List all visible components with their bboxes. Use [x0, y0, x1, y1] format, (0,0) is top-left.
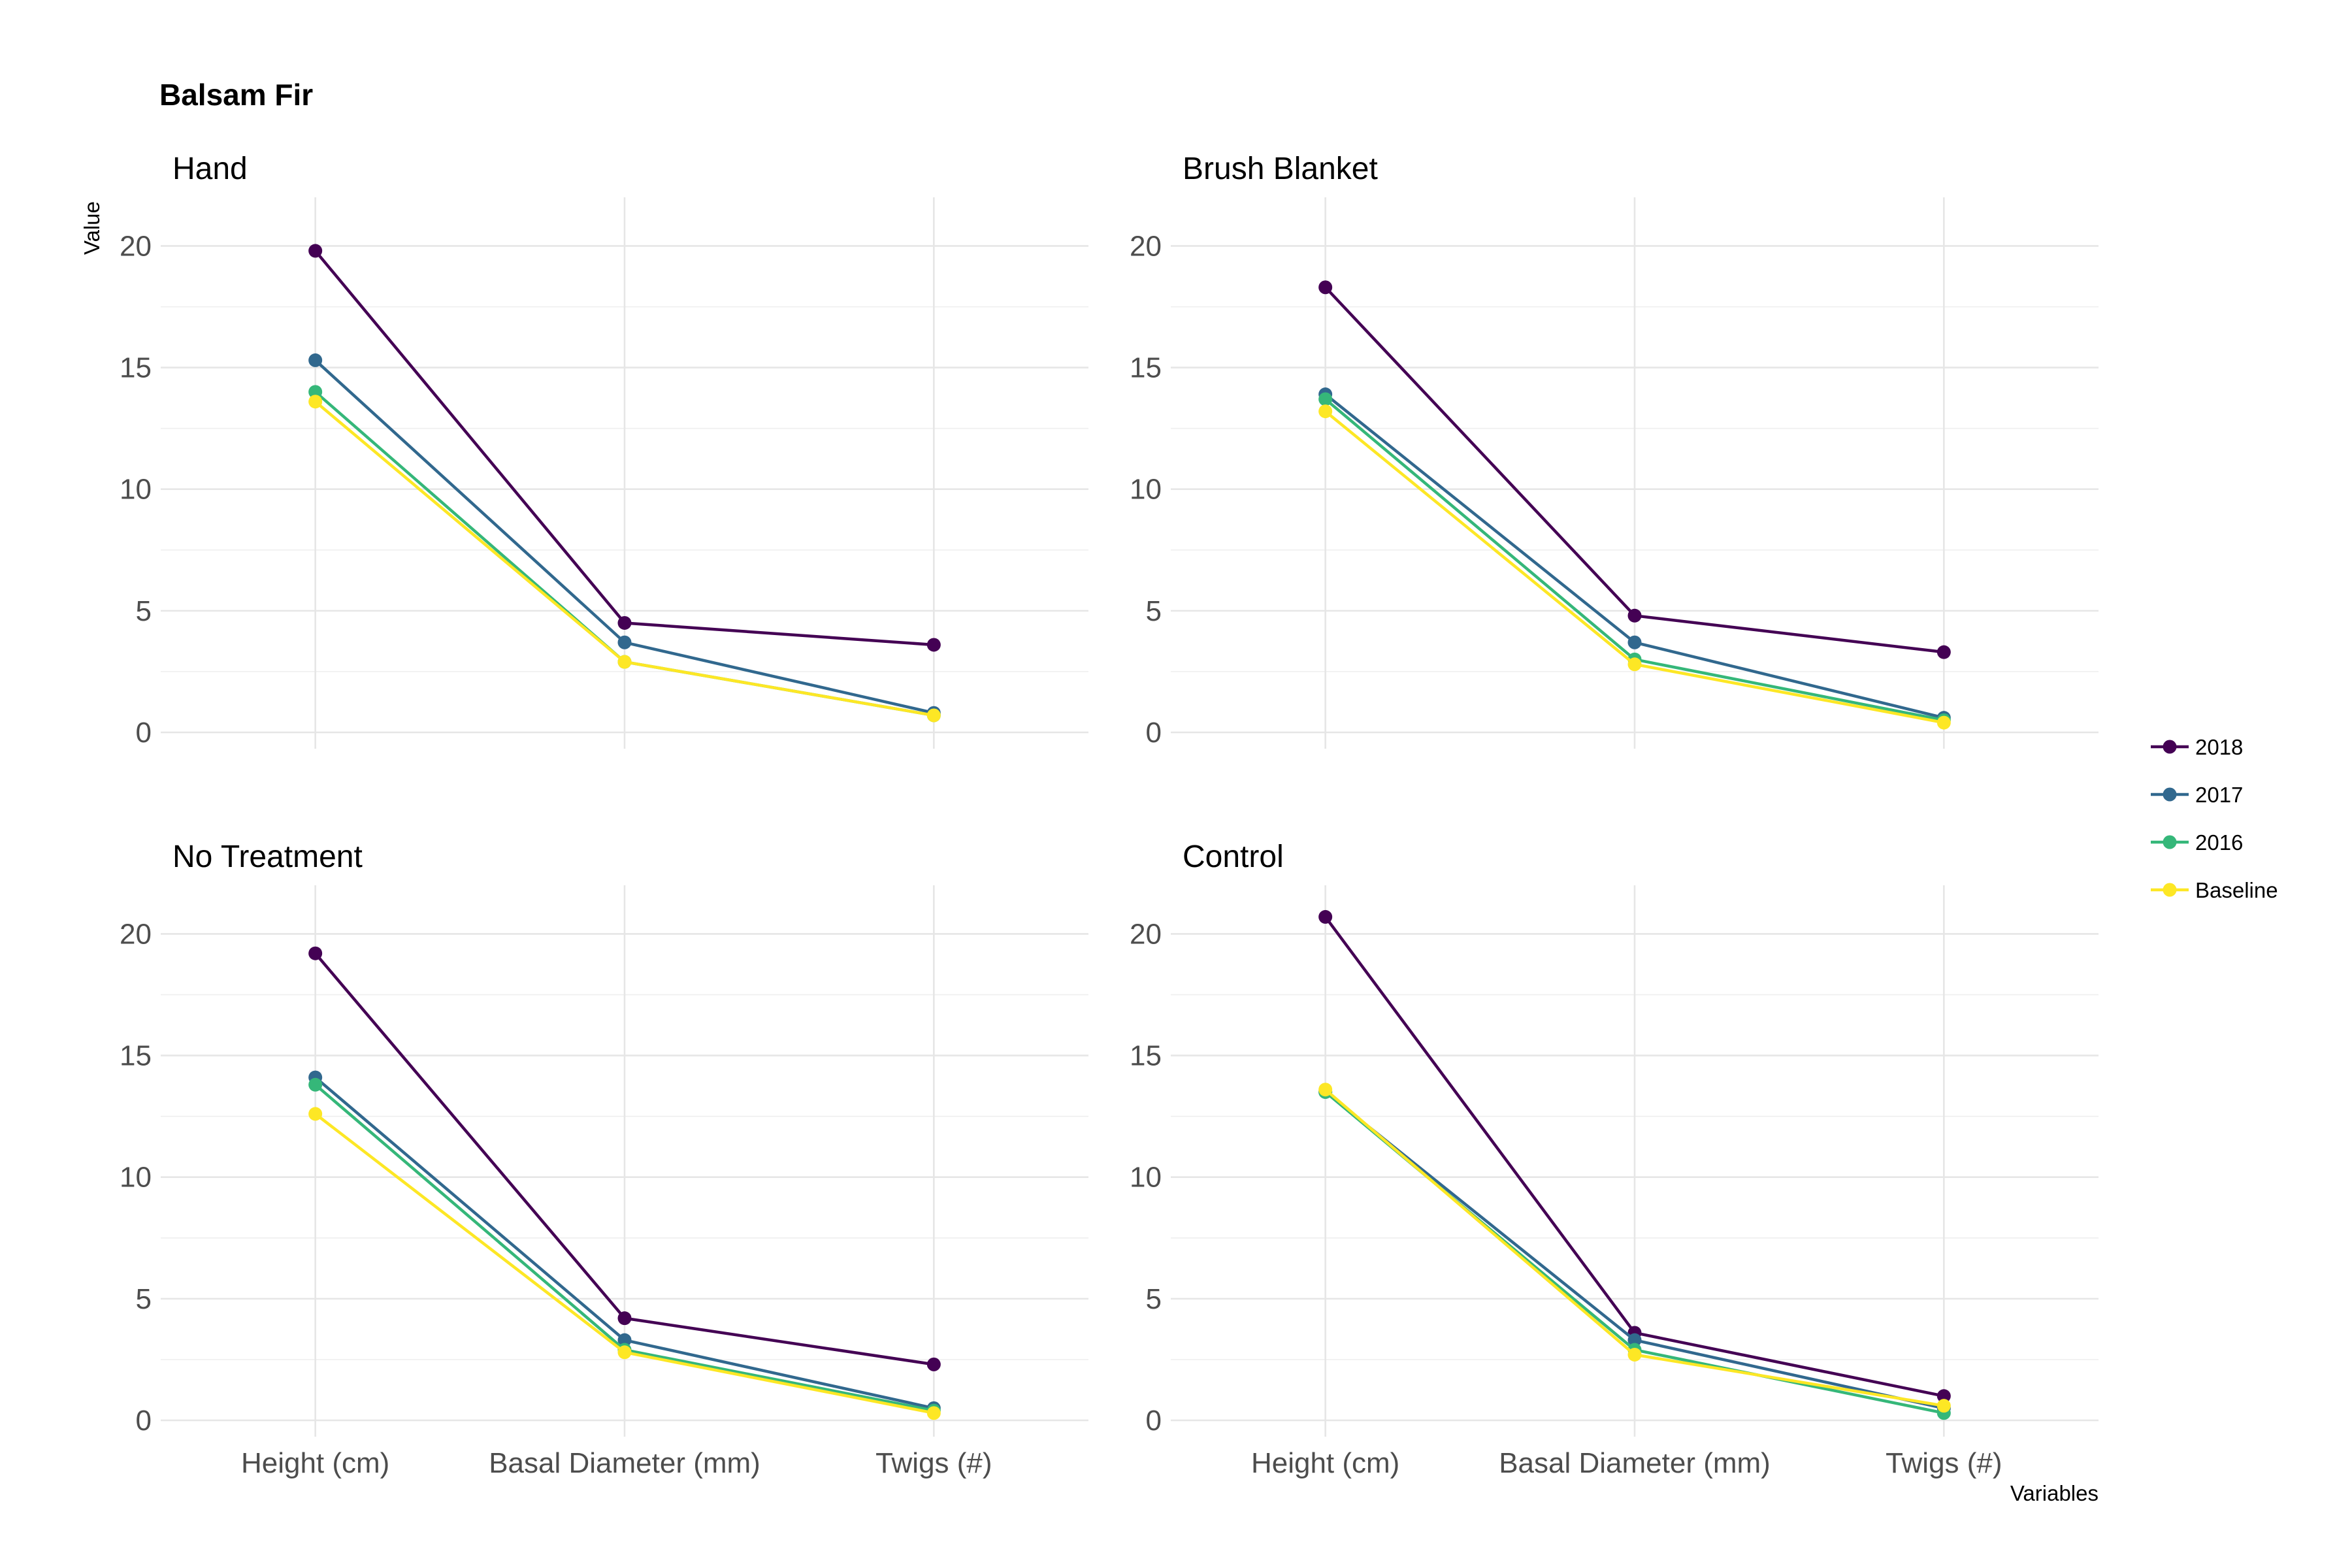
- x-tick-label: Height (cm): [1251, 1447, 1399, 1479]
- y-tick-label: 15: [120, 1040, 152, 1072]
- y-tick-label: 5: [136, 1283, 152, 1315]
- panel-title: Control: [1183, 840, 1284, 874]
- data-point-2018: [1936, 645, 1951, 659]
- data-point-2018: [308, 244, 323, 258]
- data-point-baseline: [926, 708, 941, 723]
- data-point-2018: [926, 1357, 941, 1371]
- legend-item-2017: 2017: [2151, 783, 2243, 807]
- legend-item-baseline: Baseline: [2151, 878, 2278, 902]
- y-tick-label: 20: [1130, 918, 1162, 950]
- x-tick-label: Basal Diameter (mm): [489, 1447, 760, 1479]
- data-point-baseline: [617, 655, 632, 669]
- y-tick-label: 20: [1130, 230, 1162, 262]
- panel-brush-blanket: Brush Blanket 0 5 10 15 20: [1130, 152, 2099, 749]
- y-tick-label: 10: [1130, 474, 1162, 506]
- chart-title: Balsam Fir: [159, 78, 313, 112]
- y-axis-label: Value: [80, 201, 104, 255]
- legend-key-point: [2163, 787, 2177, 802]
- data-point-baseline: [926, 1406, 941, 1420]
- y-tick-label: 20: [120, 918, 152, 950]
- y-tick-label: 0: [1146, 717, 1162, 749]
- data-point-2016: [1318, 392, 1333, 406]
- data-point-2018: [926, 638, 941, 652]
- y-tick-label: 0: [1146, 1405, 1162, 1437]
- data-point-2017: [308, 353, 323, 367]
- data-point-baseline: [1318, 1083, 1333, 1097]
- y-tick-label: 10: [120, 474, 152, 506]
- y-tick-label: 10: [120, 1162, 152, 1194]
- y-tick-label: 20: [120, 230, 152, 262]
- data-point-baseline: [1936, 715, 1951, 730]
- y-tick-label: 15: [120, 352, 152, 384]
- data-point-2017: [1627, 1333, 1642, 1347]
- legend-label: 2018: [2195, 735, 2243, 759]
- legend-key-point: [2163, 883, 2177, 897]
- x-tick-label: Twigs (#): [1886, 1447, 2002, 1479]
- data-point-2018: [1627, 608, 1642, 623]
- data-point-2018: [617, 1311, 632, 1326]
- y-tick-label: 0: [136, 1405, 152, 1437]
- data-point-baseline: [308, 1107, 323, 1121]
- legend-key-point: [2163, 835, 2177, 849]
- data-point-2018: [1318, 280, 1333, 295]
- legend-item-2016: 2016: [2151, 830, 2243, 855]
- data-point-baseline: [1318, 404, 1333, 419]
- y-tick-label: 5: [1146, 595, 1162, 627]
- panel-control: Control 0 5 10 15 20 Height (cm) Basal Diameter…: [1130, 840, 2099, 1479]
- legend-label: Baseline: [2195, 878, 2278, 902]
- data-point-2018: [1936, 1389, 1951, 1403]
- data-point-2018: [1318, 909, 1333, 924]
- data-point-2018: [308, 946, 323, 960]
- data-point-baseline: [617, 1345, 632, 1360]
- legend-key-point: [2163, 740, 2177, 754]
- y-tick-label: 5: [1146, 1283, 1162, 1315]
- data-point-baseline: [308, 395, 323, 409]
- y-tick-label: 5: [136, 595, 152, 627]
- legend-label: 2016: [2195, 830, 2243, 855]
- x-axis-label: Variables: [2010, 1481, 2099, 1505]
- panel-hand: Hand 0 5 10 15 20: [120, 152, 1088, 749]
- data-point-2016: [308, 385, 323, 399]
- y-tick-label: 0: [136, 717, 152, 749]
- data-point-2018: [617, 615, 632, 630]
- data-point-baseline: [1627, 1347, 1642, 1362]
- data-point-baseline: [1627, 657, 1642, 672]
- legend-item-2018: 2018: [2151, 735, 2243, 759]
- data-point-2017: [617, 635, 632, 649]
- x-tick-label: Height (cm): [241, 1447, 389, 1479]
- legend-label: 2017: [2195, 783, 2243, 807]
- panel-title: Hand: [172, 152, 248, 186]
- y-tick-label: 15: [1130, 352, 1162, 384]
- data-point-2017: [617, 1333, 632, 1347]
- panel-no-treatment: No Treatment 0 5 10 15 20 Height (cm) Basal Dia…: [120, 840, 1088, 1479]
- x-tick-label: Twigs (#): [875, 1447, 992, 1479]
- x-tick-label: Basal Diameter (mm): [1499, 1447, 1771, 1479]
- data-point-2016: [308, 1077, 323, 1092]
- data-point-baseline: [1936, 1399, 1951, 1413]
- y-tick-label: 15: [1130, 1040, 1162, 1072]
- data-point-2017: [1627, 635, 1642, 649]
- panel-title: Brush Blanket: [1183, 152, 1378, 186]
- y-tick-label: 10: [1130, 1162, 1162, 1194]
- panel-title: No Treatment: [172, 840, 363, 874]
